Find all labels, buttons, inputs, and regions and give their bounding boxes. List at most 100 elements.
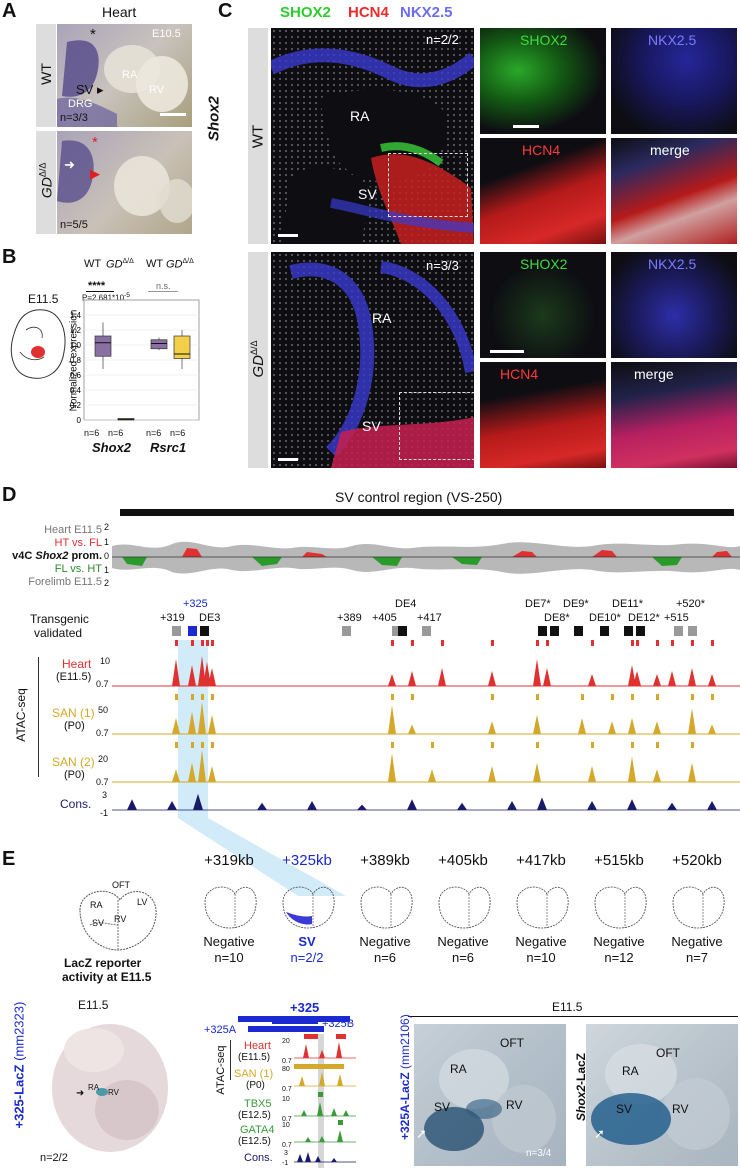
c-gd-label: GDΔ/Δ [249, 340, 267, 378]
heart-call [536, 640, 539, 646]
cons-peak [407, 799, 417, 810]
zoom-bracket [230, 1040, 231, 1080]
embryo-n: n=2/2 [40, 1152, 68, 1164]
track-san1-stage: (P0) [64, 720, 85, 732]
heart-peak [188, 665, 196, 686]
c-gd-nkx-label: NKX2.5 [648, 256, 697, 272]
ztrack-gata4-stage: (E12.5) [238, 1136, 271, 1147]
heart-call [206, 640, 209, 646]
ztrack-heart-min: 0.7 [282, 1058, 292, 1065]
heart-outline [282, 886, 335, 929]
c-scale-wt [278, 234, 298, 237]
c-wt-merge-label: merge [650, 142, 690, 158]
cons-peak [167, 801, 177, 810]
construct-n: n=6 [373, 950, 397, 965]
heart-peak [628, 665, 636, 686]
n-label-4: n=6 [170, 428, 186, 438]
ztrack-san-min: 0.7 [282, 1086, 292, 1093]
key-lv: LV [137, 897, 148, 907]
panel-c-label: C [218, 0, 233, 22]
zheart-peak [319, 1050, 325, 1058]
san1-peak [388, 705, 396, 734]
stage-label-b: E11.5 [28, 292, 59, 306]
panel-e-label: E [2, 848, 16, 870]
r2-ra: RA [622, 1064, 639, 1078]
san2-peak [198, 750, 206, 782]
r1-oft: OFT [500, 1036, 524, 1050]
wt-label: WT [38, 63, 54, 85]
zgata4-peak [337, 1130, 343, 1142]
ztrack-gata4-name: GATA4 [240, 1124, 275, 1136]
track-heart-stage: (E11.5) [56, 671, 92, 683]
cons-peak [587, 801, 597, 810]
el-417: +417 [417, 612, 442, 624]
san1-call [581, 694, 584, 700]
cons-peak [667, 802, 677, 810]
cons-peak [627, 799, 637, 810]
r2-rv: RV [672, 1102, 689, 1116]
san1-peak [688, 708, 696, 734]
n-label-3: n=6 [146, 428, 162, 438]
san1-peak [628, 718, 636, 734]
gd-side-bar [36, 131, 56, 234]
element-box [188, 626, 197, 636]
embryo-image [32, 1010, 182, 1160]
atac-tracks [112, 640, 740, 811]
ztrack-tbx5-name: TBX5 [244, 1098, 272, 1110]
el-520: +520* [676, 598, 706, 610]
ztrack-tbx5-max: 10 [282, 1096, 290, 1103]
san1-call [491, 694, 494, 700]
el-515: +515 [664, 612, 689, 624]
construct-result: Negative [593, 934, 645, 949]
v4c-tick-1: 1 [104, 537, 110, 547]
panel-d-label: D [2, 484, 17, 506]
y-tick-label: 0.8 [70, 356, 82, 365]
ztrack-san-max: 80 [282, 1066, 290, 1073]
validated-label: validated [34, 626, 83, 640]
heart-peak [533, 659, 541, 686]
c-n-wt: n=2/2 [426, 32, 459, 47]
y-tick-label: 0.2 [70, 401, 82, 410]
construct-n: n=10 [214, 950, 244, 965]
construct-heart-schematic [360, 886, 413, 929]
c-wt-nkx-tile [611, 28, 737, 134]
cons-peak [457, 802, 467, 810]
gata4-call [338, 1120, 343, 1125]
construct-result: Negative [203, 934, 255, 949]
san1-peak [408, 724, 416, 734]
box [150, 339, 168, 350]
c-sv-wt: SV [358, 186, 377, 202]
construct-result: Negative [671, 934, 723, 949]
san1-call [211, 694, 214, 700]
r2-oft: OFT [656, 1046, 680, 1060]
v4c-forelimb: Forelimb E11.5 [28, 576, 102, 588]
san2-call [175, 742, 178, 748]
c-wt-label: WT [249, 124, 267, 149]
san2-call [691, 742, 694, 748]
san1-call [175, 694, 178, 700]
element-box [398, 626, 407, 636]
san1-peak [488, 721, 496, 734]
track-heart-name: Heart [62, 657, 92, 671]
v4c-tick-2: 2 [104, 522, 110, 532]
r2-sv: SV [616, 1102, 633, 1116]
san2-peak [653, 769, 661, 782]
r1-sv: SV [434, 1100, 451, 1114]
element-box [624, 626, 633, 636]
heart-call [591, 640, 594, 646]
cons-peak [507, 801, 517, 810]
rv-label-a: RV [149, 84, 165, 96]
drg-label: DRG [68, 98, 93, 110]
heart-peak [388, 674, 396, 686]
el-319: +319 [160, 612, 185, 624]
heart-call [211, 640, 214, 646]
bar-325a [248, 1026, 324, 1032]
right-stage-line [408, 1016, 738, 1017]
transgenic-label: Transgenic [30, 612, 89, 626]
ztbx5-peak [301, 1110, 307, 1116]
r1-n: n=3/4 [526, 1148, 552, 1159]
construct-heart-schematic [516, 886, 569, 929]
white-arrow-gd: ➜ [64, 157, 75, 172]
ztrack-heart-stage: (E11.5) [238, 1052, 271, 1063]
san1-peak [208, 714, 216, 734]
